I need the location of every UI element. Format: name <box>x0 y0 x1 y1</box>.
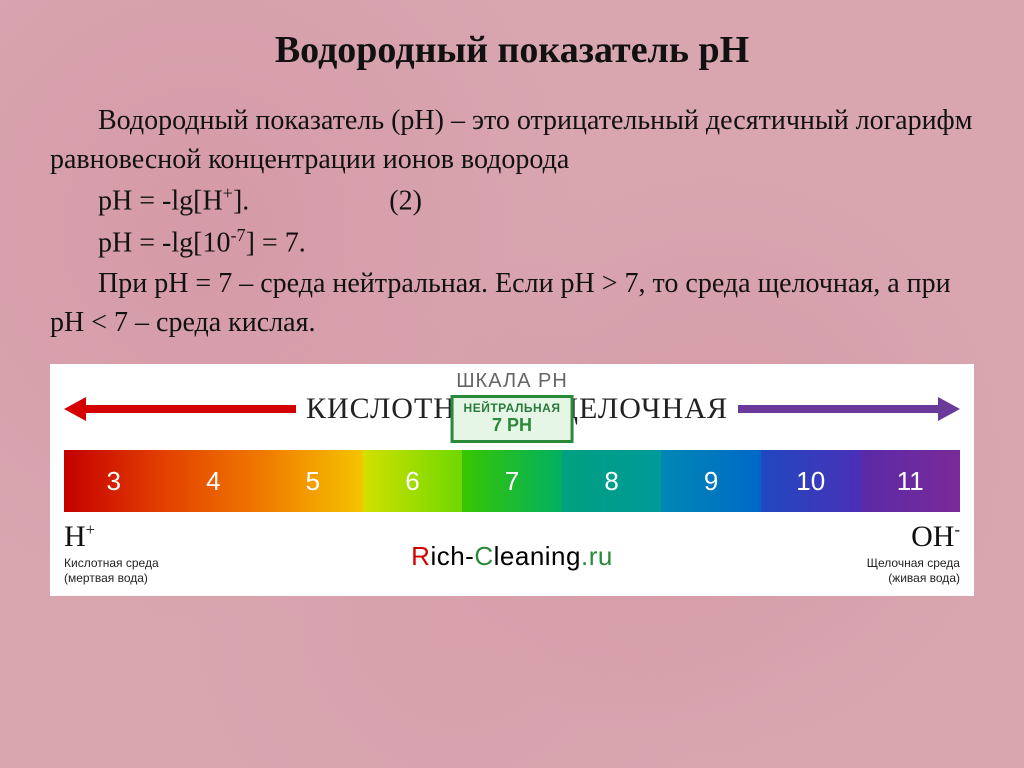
scale-bottom-row: H+ Кислотная среда (мертвая вода) Rich-C… <box>64 520 960 586</box>
scale-caption: ШКАЛА РН <box>451 370 574 393</box>
neutral-value: 7 PH <box>464 415 561 436</box>
page-title: Водородный показатель рН <box>50 28 974 72</box>
ph-scale-panel: КИСЛОТНАЯ ШКАЛА РН НЕЙТРАЛЬНАЯ 7 PH ЩЕЛО… <box>50 364 974 596</box>
definition-paragraph: Водородный показатель (рН) – это отрицат… <box>50 102 974 179</box>
h-plus-caption: Кислотная среда (мертвая вода) <box>64 556 264 586</box>
ph-segment: 4 <box>164 450 264 512</box>
body-text: Водородный показатель (рН) – это отрицат… <box>50 102 974 342</box>
oh-minus-block: OH- Щелочная среда (живая вода) <box>760 520 960 586</box>
ph-segment: 5 <box>263 450 363 512</box>
equation-1: pH = -lg[H+]. (2) <box>50 181 974 221</box>
slide: Водородный показатель рН Водородный пока… <box>0 0 1024 768</box>
neutral-center: ШКАЛА РН НЕЙТРАЛЬНАЯ 7 PH <box>451 370 574 443</box>
equation-2: pH = -lg[10-7] = 7. <box>50 223 974 263</box>
ph-gradient-bar: 34567891011 <box>64 450 960 512</box>
alkaline-arrow-block: ЩЕЛОЧНАЯ <box>548 392 960 426</box>
ph-segment: 3 <box>64 450 164 512</box>
ph-segment: 8 <box>562 450 662 512</box>
h-plus-block: H+ Кислотная среда (мертвая вода) <box>64 520 264 586</box>
arrow-left-shaft <box>86 405 296 413</box>
ph-segment: 11 <box>861 450 961 512</box>
neutral-label: НЕЙТРАЛЬНАЯ <box>464 401 561 415</box>
scale-header: КИСЛОТНАЯ ШКАЛА РН НЕЙТРАЛЬНАЯ 7 PH ЩЕЛО… <box>64 374 960 444</box>
explanation-paragraph: При рН = 7 – среда нейтральная. Если рН … <box>50 265 974 342</box>
alkaline-label: ЩЕЛОЧНАЯ <box>548 392 728 426</box>
oh-minus-caption: Щелочная среда (живая вода) <box>760 556 960 586</box>
ph-segment: 9 <box>661 450 761 512</box>
oh-minus-symbol: OH- <box>760 520 960 554</box>
arrow-right-shaft <box>738 405 938 413</box>
ph-segment: 6 <box>363 450 463 512</box>
h-plus-symbol: H+ <box>64 520 264 554</box>
brand-text: Rich-Cleaning.ru <box>411 541 613 572</box>
arrow-right-icon <box>938 397 960 421</box>
ph-segment: 7 <box>462 450 562 512</box>
neutral-box: НЕЙТРАЛЬНАЯ 7 PH <box>451 395 574 443</box>
arrow-left-icon <box>64 397 86 421</box>
acid-arrow-block: КИСЛОТНАЯ <box>64 392 500 426</box>
ph-segment: 10 <box>761 450 861 512</box>
